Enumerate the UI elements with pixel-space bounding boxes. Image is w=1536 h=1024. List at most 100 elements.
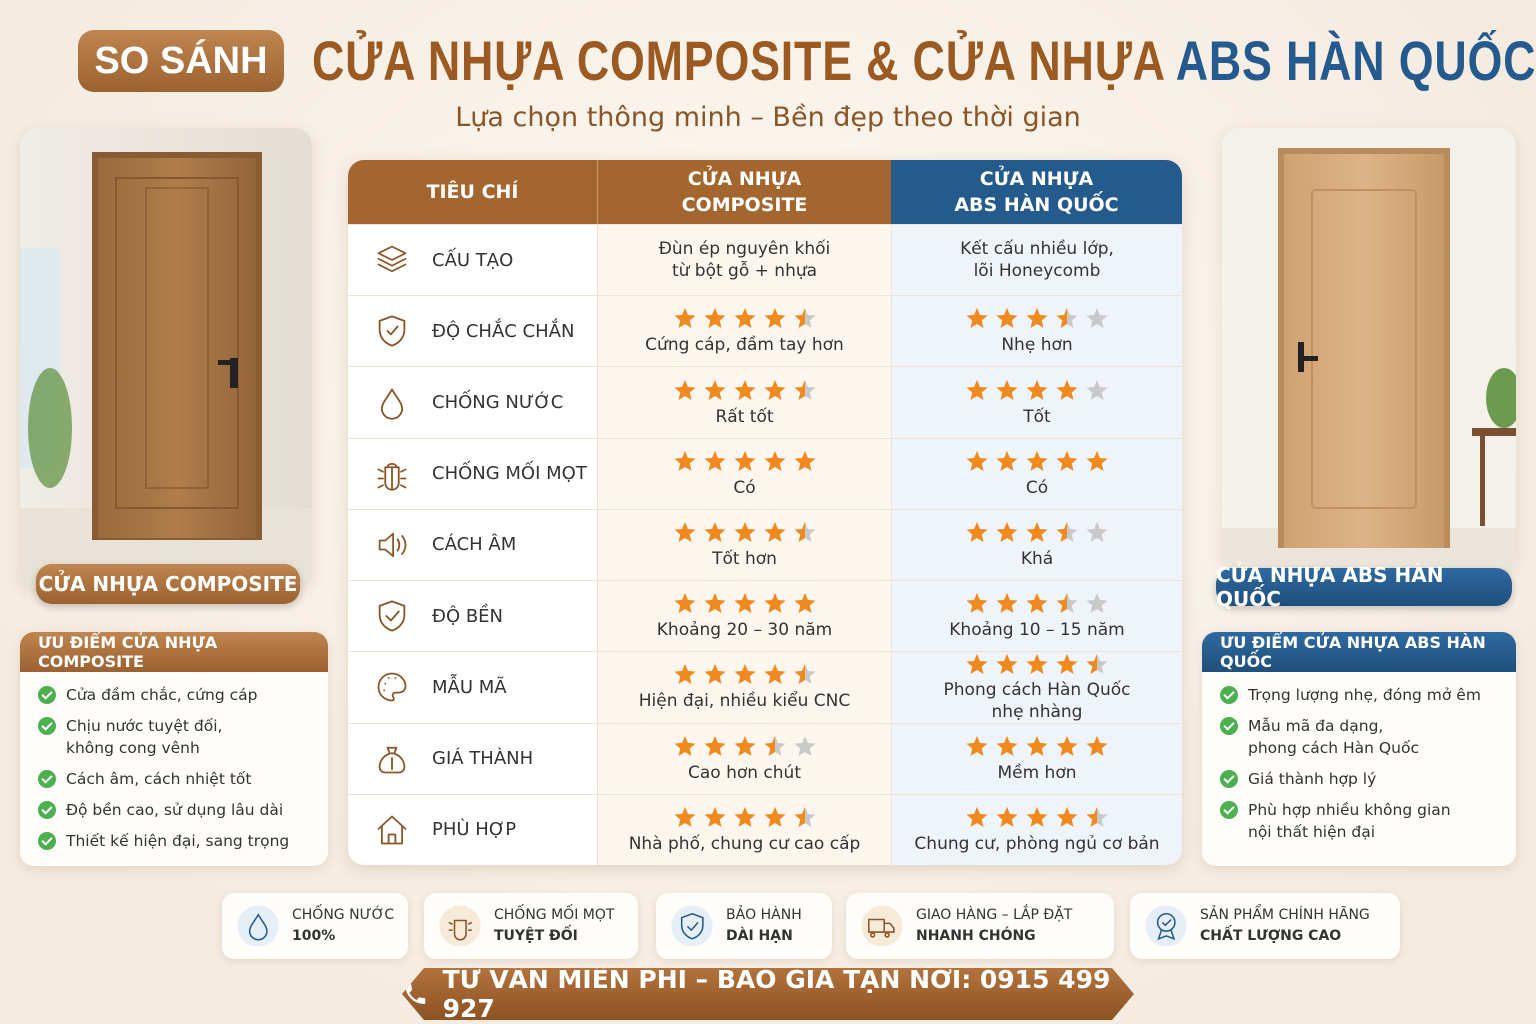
criterion-label: CÁCH ÂM [432,534,517,556]
criterion: PHÙ HỢP [348,795,597,865]
star-filled [1026,735,1048,756]
icon-path [1156,912,1176,941]
cell-text: Nhà phố, chung cư cao cấp [628,833,861,854]
feature-text: CHỐNG MỐI MỌT TUYỆT ĐỐI [494,905,614,947]
feature-text: BẢO HÀNH DÀI HẠN [726,905,802,947]
star-filled [704,308,725,329]
feature-icon [1145,905,1187,947]
feature-icon [439,905,481,947]
star-filled [734,450,755,471]
icon-path [378,532,407,558]
star-filled [764,735,775,756]
star-filled [1056,450,1078,471]
cell-text: Nhẹ hơn [1001,335,1073,356]
criterion: CÁCH ÂM [348,510,597,580]
icon-bg [439,905,481,947]
star-filled [1056,735,1078,756]
icon-path [378,746,406,774]
star-filled [734,735,755,756]
title-main: CỬA NHỰA COMPOSITE & [312,29,900,92]
star-filled [996,593,1018,614]
star-filled [674,379,695,400]
feature-title: SẢN PHẨM CHÍNH HÃNG [1200,907,1370,923]
check-icon [38,832,56,850]
door-illustration [1222,128,1516,570]
star-filled [966,521,988,542]
star-filled [764,593,785,614]
advantages-panel: ƯU ĐIỂM CỬA NHỰA COMPOSITE Cửa đầm chắc,… [20,632,328,866]
star-filled [1056,308,1067,329]
star-filled [1026,654,1048,675]
criterion: MẪU MÃ [348,652,597,722]
star-filled [794,593,815,614]
phone-icon [405,984,426,1004]
star-filled [734,664,755,685]
table-cell: Rất tốt [597,367,891,438]
criterion-label: MẪU MÃ [432,676,507,698]
criterion: ĐỘ BỀN [348,581,597,651]
table-row: GIÁ THÀNH Cao hơn chút Mềm hơn [348,722,1182,794]
star-filled [794,806,805,827]
table-row: CẤU TẠO Đùn ép nguyên khối từ bột gỗ + nh… [348,224,1182,296]
star-filled [704,450,725,471]
star-filled [996,450,1018,471]
table-row: ĐỘ CHẮC CHẮN Cứng cáp, đầm tay hơn Nhẹ hơn [348,295,1182,367]
star-filled [1056,593,1067,614]
star-rating [674,521,815,542]
star-filled [674,308,695,329]
feature-detail: DÀI HẠN [726,928,793,944]
star-filled [1056,654,1078,675]
criterion: ĐỘ CHẮC CHẮN [348,296,597,366]
feature-badge: CHỐNG NƯỚC 100% [222,893,408,959]
table-row: CÁCH ÂM Tốt hơn Khá [348,508,1182,581]
criterion-icon [377,245,407,273]
icon-bg [671,905,713,947]
feature-title: CHỐNG MỐI MỌT [494,907,615,923]
table-row: CHỐNG MỐI MỌT Có Có [348,437,1182,509]
star-filled [996,521,1018,542]
table-cell: Nhẹ hơn [891,296,1182,367]
cta-bar[interactable]: TƯ VẤN MIỄN PHÍ – BÁO GIÁ TẬN NƠI: 0915 … [402,968,1134,1020]
star-empty [794,735,815,756]
feature-detail: NHANH CHÓNG [916,928,1036,944]
criterion-icon [378,315,406,347]
badge: SO SÁNH [78,30,284,92]
star-filled [966,308,988,329]
table-cell: Chung cư, phòng ngủ cơ bản [891,794,1182,865]
star-filled [764,450,785,471]
feature-badge: CHỐNG MỐI MỌT TUYỆT ĐỐI [424,893,638,959]
icon-path [377,462,407,491]
table-cell: Khoảng 10 – 15 năm [891,581,1182,652]
table-cell: Đùn ép nguyên khối từ bột gỗ + nhựa [597,225,891,296]
criterion-label: CẤU TẠO [432,249,514,271]
advantage-text: Độ bền cao, sử dụng lâu dài [66,801,284,819]
star-filled [704,664,725,685]
cell-text: Tốt hơn [712,548,777,569]
star-filled [734,308,755,329]
cta-text: TƯ VẤN MIỄN PHÍ – BÁO GIÁ TẬN NƠI: 0915 … [442,965,1111,1023]
advantage-text: Cửa đầm chắc, cứng cáp [66,686,258,704]
table-cell: Mềm hơn [891,723,1182,794]
table-header: CỬA NHỰA COMPOSITE [597,160,891,224]
cell-text: Cứng cáp, đầm tay hơn [645,335,844,356]
star-empty [1086,308,1108,329]
advantages-list: Cửa đầm chắc, cứng cáp Chịu nước tuyệt đố… [20,672,328,852]
cell-text: Khoảng 20 – 30 năm [656,620,833,641]
star-filled [996,735,1018,756]
feature-badge: BẢO HÀNH DÀI HẠN [656,893,832,959]
feature-icon [671,905,713,947]
table-header: CỬA NHỰA ABS HÀN QUỐC [891,160,1182,224]
advantage-text: Thiết kế hiện đại, sang trọng [66,832,290,850]
criterion: CHỐNG NƯỚC [348,367,597,437]
icon-path [380,388,404,420]
table-row: CHỐNG NƯỚC Rất tốt Tốt [348,366,1182,438]
star-filled [794,521,805,542]
cell-text: Hiện đại, nhiều kiểu CNC [638,691,851,712]
cell-text: Chung cư, phòng ngủ cơ bản [914,833,1160,854]
cell-text: Có [1025,477,1049,498]
icon-path [377,673,407,702]
star-empty [1086,379,1108,400]
feature-text: GIAO HÀNG – LẮP ĐẶT NHANH CHÓNG [916,905,1072,947]
advantage-item: Cửa đầm chắc, cứng cáp [38,684,328,706]
